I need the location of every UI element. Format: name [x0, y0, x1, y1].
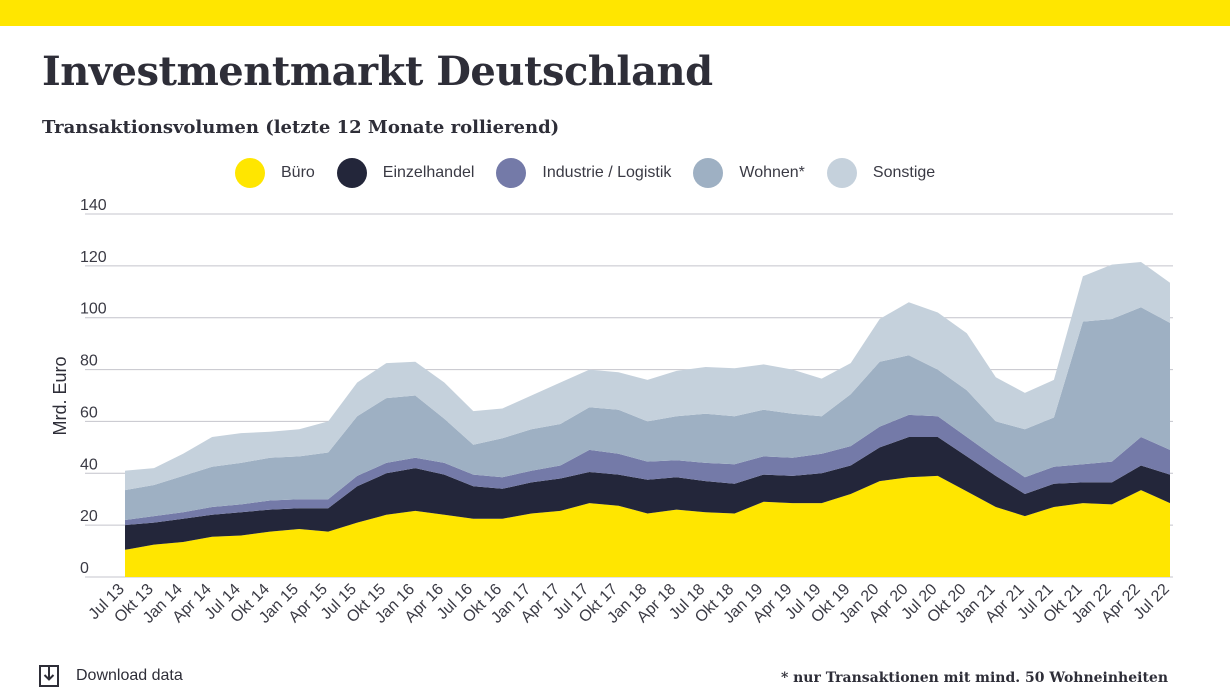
chart-legend: Büro Einzelhandel Industrie / Logistik W… — [235, 158, 957, 188]
download-data-label: Download data — [76, 667, 183, 684]
legend-swatch-wohnen — [693, 158, 724, 188]
y-tick-label-100: 100 — [80, 301, 107, 318]
y-tick-label-60: 60 — [80, 404, 98, 421]
download-data-link[interactable]: Download data — [38, 664, 183, 688]
legend-swatch-buero — [235, 158, 265, 188]
legend-swatch-einzelhandel — [336, 158, 367, 188]
y-tick-label-40: 40 — [80, 456, 98, 473]
legend-label-industrie-logistik: Industrie / Logistik — [542, 164, 672, 181]
area-series-industrie-logistik — [125, 414, 1170, 526]
area-series-sonstige — [125, 262, 1170, 491]
y-tick-label-140: 140 — [80, 197, 107, 214]
area-series-büro — [125, 475, 1170, 577]
area-series-einzelhandel — [125, 437, 1170, 550]
legend-item-industrie-logistik[interactable]: Industrie / Logistik — [496, 158, 671, 188]
legend-item-sonstige[interactable]: Sonstige — [826, 158, 936, 188]
area-series-wohnen — [125, 307, 1170, 520]
y-axis-title: Mrd. Euro — [50, 356, 70, 435]
legend-swatch-sonstige — [826, 158, 857, 188]
legend-label-sonstige: Sonstige — [872, 164, 936, 181]
footnote: * nur Transaktionen mit mind. 50 Wohnein… — [780, 670, 1168, 686]
legend-item-buero[interactable]: Büro — [235, 158, 315, 188]
page-title: Investmentmarkt Deutschland — [42, 48, 713, 95]
download-icon — [39, 665, 59, 687]
legend-item-einzelhandel[interactable]: Einzelhandel — [336, 158, 475, 188]
y-tick-label-120: 120 — [80, 249, 107, 266]
legend-item-wohnen[interactable]: Wohnen* — [693, 158, 805, 188]
y-tick-label-0: 0 — [80, 560, 89, 577]
y-tick-label-80: 80 — [80, 353, 98, 370]
y-tick-label-20: 20 — [80, 508, 98, 525]
top-accent-bar — [0, 0, 1230, 26]
chart-subtitle: Transaktionsvolumen (letzte 12 Monate ro… — [42, 117, 560, 138]
legend-label-einzelhandel: Einzelhandel — [382, 164, 475, 181]
legend-label-buero: Büro — [281, 164, 315, 181]
legend-swatch-industrie-logistik — [496, 158, 527, 188]
legend-label-wohnen: Wohnen* — [739, 164, 805, 181]
